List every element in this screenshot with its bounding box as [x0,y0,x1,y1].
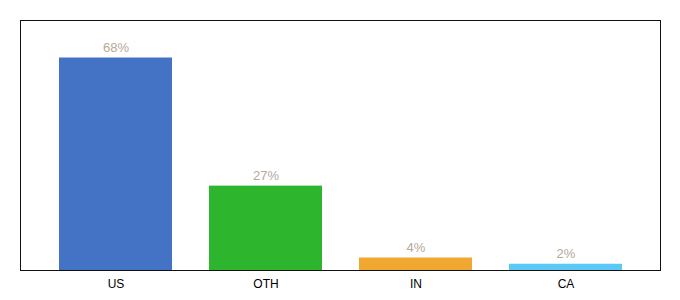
svg-text:US: US [108,277,125,291]
svg-text:68%: 68% [103,40,129,55]
svg-text:4%: 4% [407,240,426,255]
svg-text:2%: 2% [557,246,576,261]
svg-text:IN: IN [410,277,422,291]
svg-text:OTH: OTH [253,277,278,291]
svg-text:27%: 27% [253,168,279,183]
svg-text:CA: CA [558,277,575,291]
